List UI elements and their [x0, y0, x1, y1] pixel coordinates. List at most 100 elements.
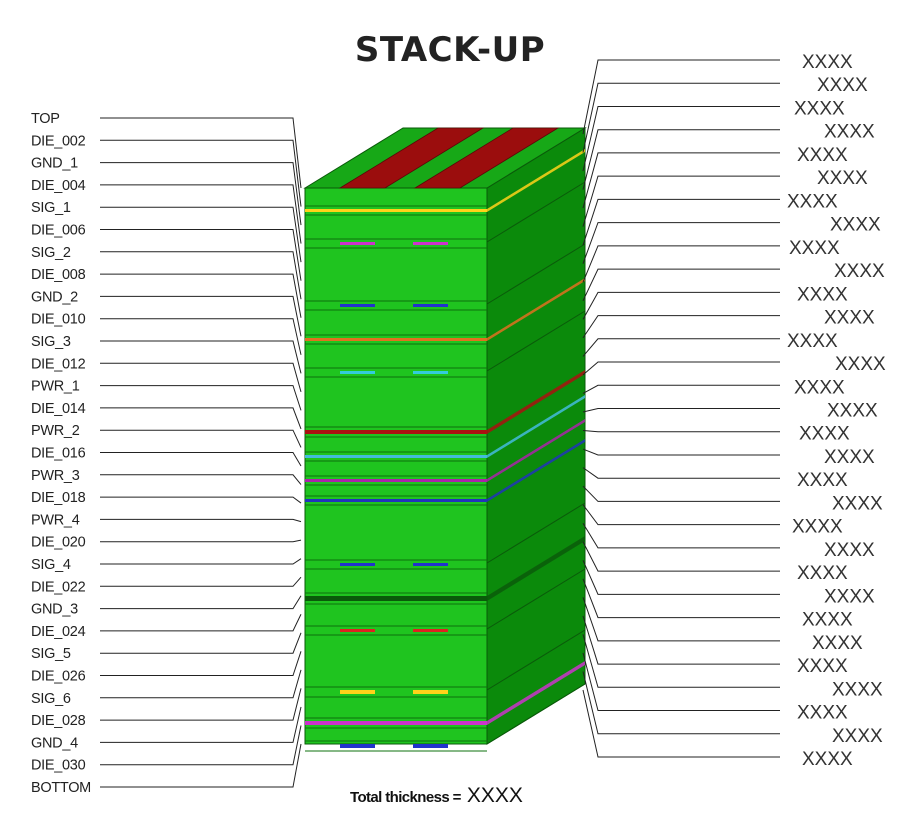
left-label-10: DIE_010 — [31, 312, 86, 328]
left-label-16: DIE_016 — [31, 446, 86, 462]
left-leader-28 — [100, 688, 302, 721]
side-edge-5 — [486, 310, 586, 372]
left-leader-4 — [100, 184, 302, 244]
left-label-2: DIE_002 — [31, 133, 86, 149]
top-copper-trace-2 — [413, 127, 560, 189]
right-label-29: XXXX — [797, 703, 848, 724]
right-label-8: XXXX — [830, 215, 881, 236]
right-leader-20 — [582, 485, 780, 502]
right-label-11: XXXX — [797, 284, 848, 305]
left-leader-18 — [100, 496, 302, 504]
left-label-13: PWR_1 — [31, 379, 80, 395]
copper-trace-a-2 — [340, 242, 375, 245]
copper-trace-b-3 — [413, 304, 448, 307]
copper-plane-14 — [305, 721, 487, 725]
left-label-26: DIE_026 — [31, 669, 86, 685]
left-leader-13 — [100, 385, 302, 411]
right-label-23: XXXX — [797, 563, 848, 584]
block-side-face — [486, 127, 586, 745]
left-label-7: SIG_2 — [31, 245, 71, 261]
copper-plane-1 — [305, 209, 487, 212]
copper-plane-6 — [305, 430, 487, 434]
side-edge-12 — [486, 568, 586, 630]
left-label-23: GND_3 — [31, 602, 78, 618]
right-leader-29 — [582, 652, 780, 712]
left-leader-19 — [100, 518, 302, 523]
copper-trace-a-15 — [340, 744, 375, 748]
right-label-2: XXXX — [817, 75, 868, 96]
left-label-1: TOP — [31, 111, 60, 127]
left-leader-27 — [100, 669, 302, 699]
right-leader-27 — [582, 615, 780, 665]
right-leader-16 — [582, 408, 780, 413]
right-leader-17 — [582, 430, 780, 433]
left-leader-1 — [100, 117, 302, 189]
copper-plane-side-11 — [487, 536, 585, 601]
copper-trace-b-5 — [413, 371, 448, 374]
left-label-30: DIE_030 — [31, 758, 86, 774]
left-leader-26 — [100, 651, 302, 676]
right-leader-30 — [582, 671, 780, 735]
copper-plane-side-9 — [487, 439, 585, 502]
right-leader-1 — [582, 59, 780, 135]
left-leader-7 — [100, 251, 302, 300]
right-label-14: XXXX — [835, 354, 886, 375]
left-leader-23 — [100, 595, 302, 610]
copper-plane-7 — [305, 455, 487, 458]
copper-plane-8 — [305, 479, 487, 482]
left-leader-25 — [100, 632, 302, 654]
copper-trace-a-5 — [340, 371, 375, 374]
left-leader-22 — [100, 576, 302, 587]
left-label-15: PWR_2 — [31, 423, 80, 439]
left-leader-2 — [100, 139, 302, 207]
right-leader-28 — [582, 634, 780, 688]
left-label-14: DIE_014 — [31, 401, 86, 417]
left-label-5: SIG_1 — [31, 200, 71, 216]
right-label-1: XXXX — [802, 52, 853, 73]
left-label-8: DIE_008 — [31, 267, 86, 283]
left-leader-17 — [100, 474, 302, 485]
left-label-21: SIG_4 — [31, 557, 71, 573]
left-label-27: SIG_6 — [31, 691, 71, 707]
copper-plane-side-4 — [487, 278, 585, 341]
right-leader-24 — [582, 560, 780, 595]
right-label-7: XXXX — [787, 191, 838, 212]
copper-trace-b-2 — [413, 242, 448, 245]
right-label-24: XXXX — [824, 586, 875, 607]
left-label-20: DIE_020 — [31, 535, 86, 551]
copper-plane-side-8 — [487, 419, 585, 482]
top-copper-trace-1 — [338, 127, 485, 189]
right-leader-14 — [582, 361, 780, 376]
copper-plane-side-14 — [487, 661, 585, 725]
left-label-28: DIE_028 — [31, 713, 86, 729]
right-label-12: XXXX — [824, 308, 875, 329]
right-leader-26 — [582, 597, 780, 642]
side-edge-15 — [486, 683, 586, 745]
total-thickness-value: XXXX — [466, 784, 523, 807]
right-label-27: XXXX — [797, 656, 848, 677]
right-label-10: XXXX — [834, 261, 885, 282]
left-label-19: PWR_4 — [31, 512, 80, 528]
copper-plane-side-7 — [487, 395, 585, 458]
left-label-22: DIE_022 — [31, 579, 86, 595]
right-label-19: XXXX — [797, 470, 848, 491]
right-leader-13 — [582, 338, 780, 357]
side-edge-3 — [486, 243, 586, 305]
left-label-25: SIG_5 — [31, 646, 71, 662]
right-leader-21 — [582, 504, 780, 526]
copper-plane-side-6 — [487, 370, 585, 434]
right-label-3: XXXX — [794, 98, 845, 119]
left-leader-15 — [100, 429, 302, 448]
left-label-4: DIE_004 — [31, 178, 86, 194]
left-leader-3 — [100, 162, 302, 226]
left-label-29: GND_4 — [31, 735, 78, 751]
left-leader-5 — [100, 206, 302, 263]
left-label-24: DIE_024 — [31, 624, 86, 640]
right-label-5: XXXX — [797, 145, 848, 166]
total-thickness-label: Total thickness = — [350, 789, 461, 806]
right-label-6: XXXX — [817, 168, 868, 189]
right-label-13: XXXX — [787, 331, 838, 352]
right-leader-11 — [582, 291, 780, 320]
left-label-17: PWR_3 — [31, 468, 80, 484]
